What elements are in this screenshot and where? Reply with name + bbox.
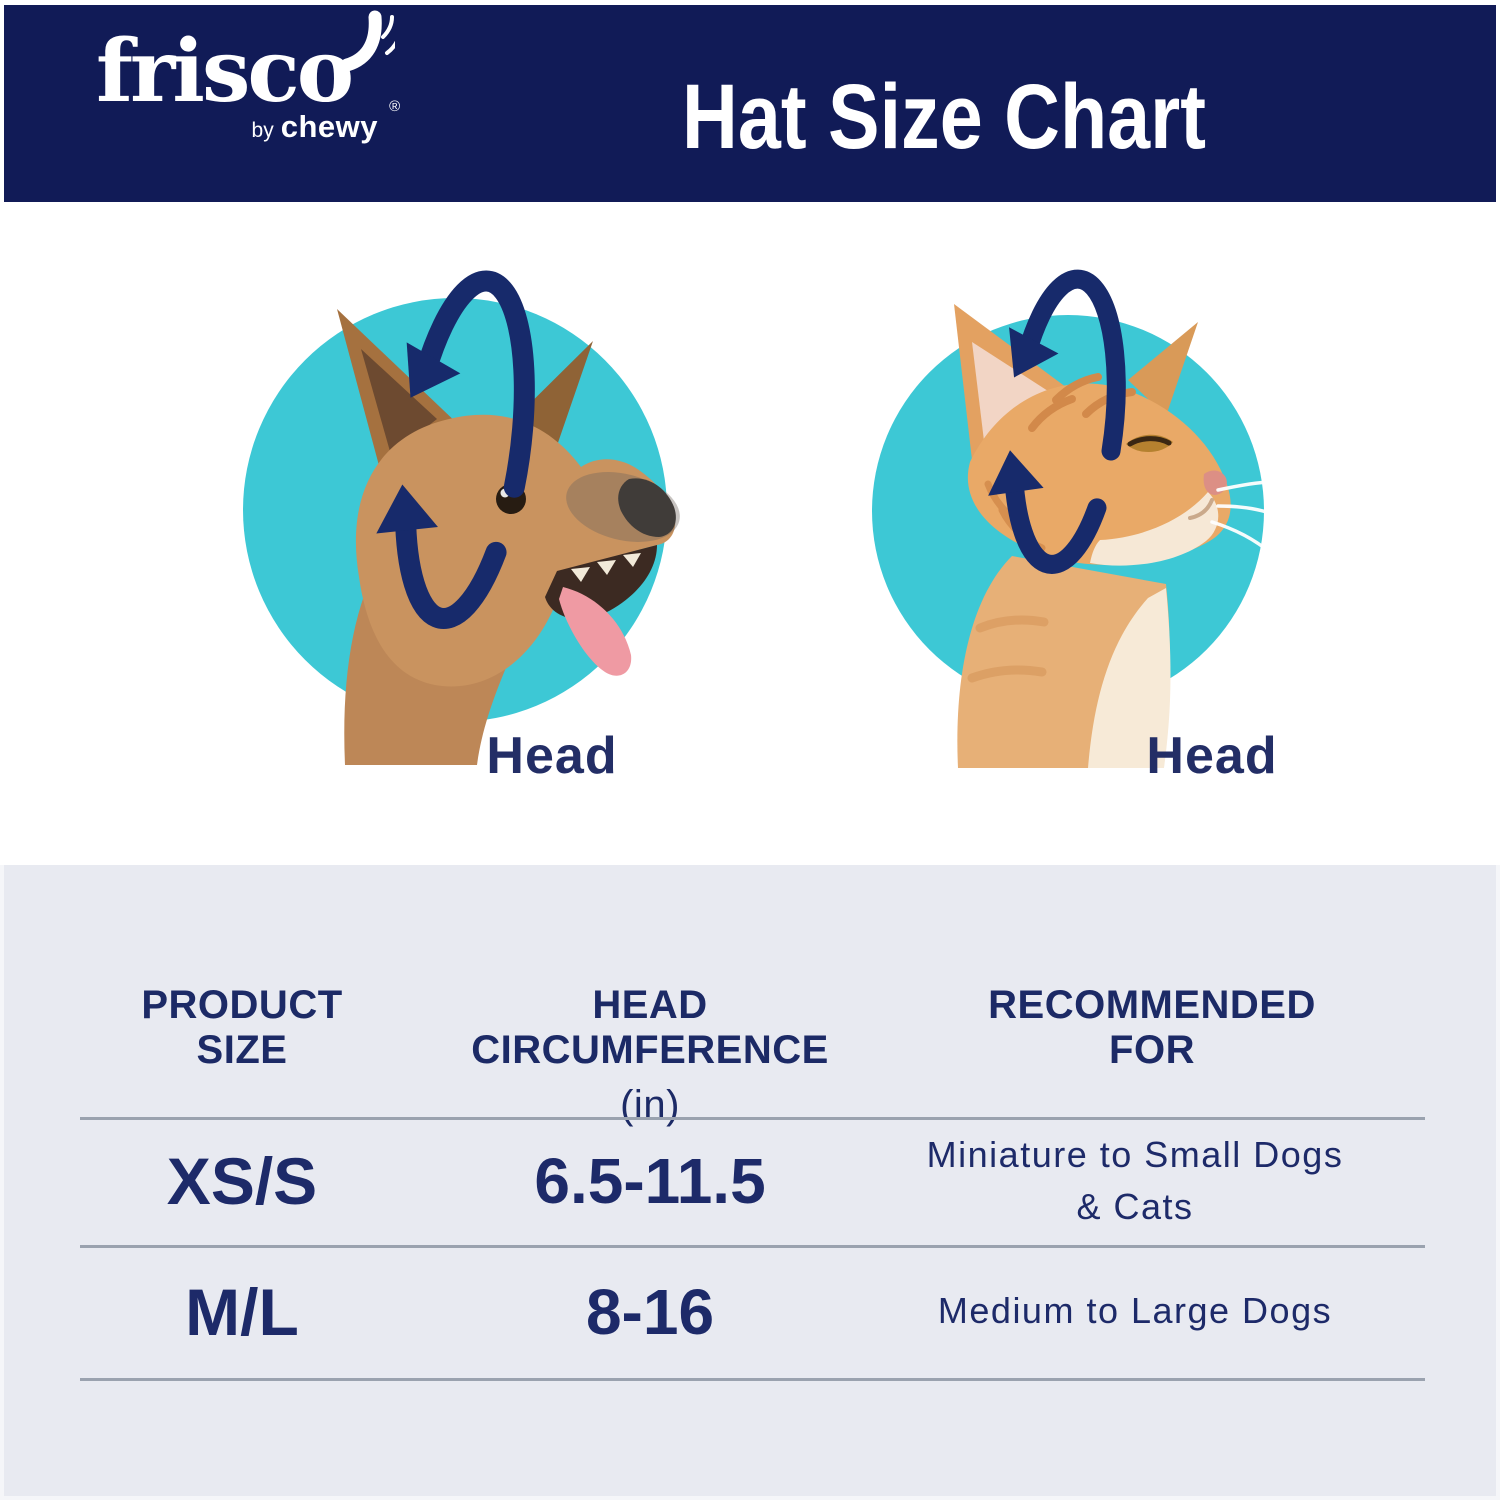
frisco-logo: frisco ® by chewy bbox=[96, 10, 403, 145]
table-row: XS/S 6.5-11.5 Miniature to Small Dogs & … bbox=[0, 1117, 1500, 1245]
table-divider bbox=[80, 1117, 1425, 1120]
column-header-title: HEAD CIRCUMFERENCE bbox=[471, 983, 829, 1072]
cell-product-size: M/L bbox=[185, 1274, 299, 1349]
frisco-logo-text: frisco bbox=[96, 21, 354, 122]
cell-recommended-for: Miniature to Small Dogs & Cats bbox=[926, 1133, 1344, 1227]
column-header-title: PRODUCT SIZE bbox=[141, 983, 343, 1072]
measure-loop-arrow-icon bbox=[988, 269, 1126, 574]
cell-recommended-for: Medium to Large Dogs bbox=[937, 1290, 1333, 1332]
column-header-head-circumference: HEAD CIRCUMFERENCE (in) bbox=[410, 983, 890, 1128]
size-table-section: PRODUCT SIZE HEAD CIRCUMFERENCE (in) REC… bbox=[0, 865, 1500, 1500]
cat-tail-flourish-icon bbox=[340, 10, 403, 72]
dog-figure bbox=[243, 270, 680, 765]
header-banner: frisco ® by chewy Hat Size Chart bbox=[4, 5, 1496, 202]
byline-prefix: by bbox=[251, 119, 274, 142]
measure-loop-arrow-icon bbox=[376, 270, 535, 629]
table-divider bbox=[80, 1245, 1425, 1248]
column-header-product-size: PRODUCT SIZE bbox=[72, 983, 412, 1073]
column-header-recommended-for: RECOMMENDED FOR bbox=[872, 983, 1432, 1073]
registered-mark: ® bbox=[389, 98, 401, 115]
dog-head-label: Head bbox=[486, 727, 618, 785]
chewy-wordmark: chewy bbox=[280, 109, 378, 144]
frisco-byline: by chewy bbox=[96, 109, 396, 145]
cat-head-label: Head bbox=[1146, 727, 1278, 785]
cat-head-photo bbox=[954, 304, 1280, 768]
cell-product-size: XS/S bbox=[166, 1144, 318, 1218]
table-row: M/L 8-16 Medium to Large Dogs bbox=[0, 1245, 1500, 1378]
cell-head-circumference: 8-16 bbox=[585, 1275, 715, 1348]
page-title: Hat Size Chart bbox=[682, 66, 1206, 168]
cat-figure bbox=[872, 269, 1280, 768]
table-divider bbox=[80, 1378, 1425, 1381]
measurement-figures: Head Head bbox=[0, 202, 1500, 865]
cell-head-circumference: 6.5-11.5 bbox=[534, 1145, 766, 1217]
column-header-title: RECOMMENDED FOR bbox=[988, 983, 1316, 1072]
